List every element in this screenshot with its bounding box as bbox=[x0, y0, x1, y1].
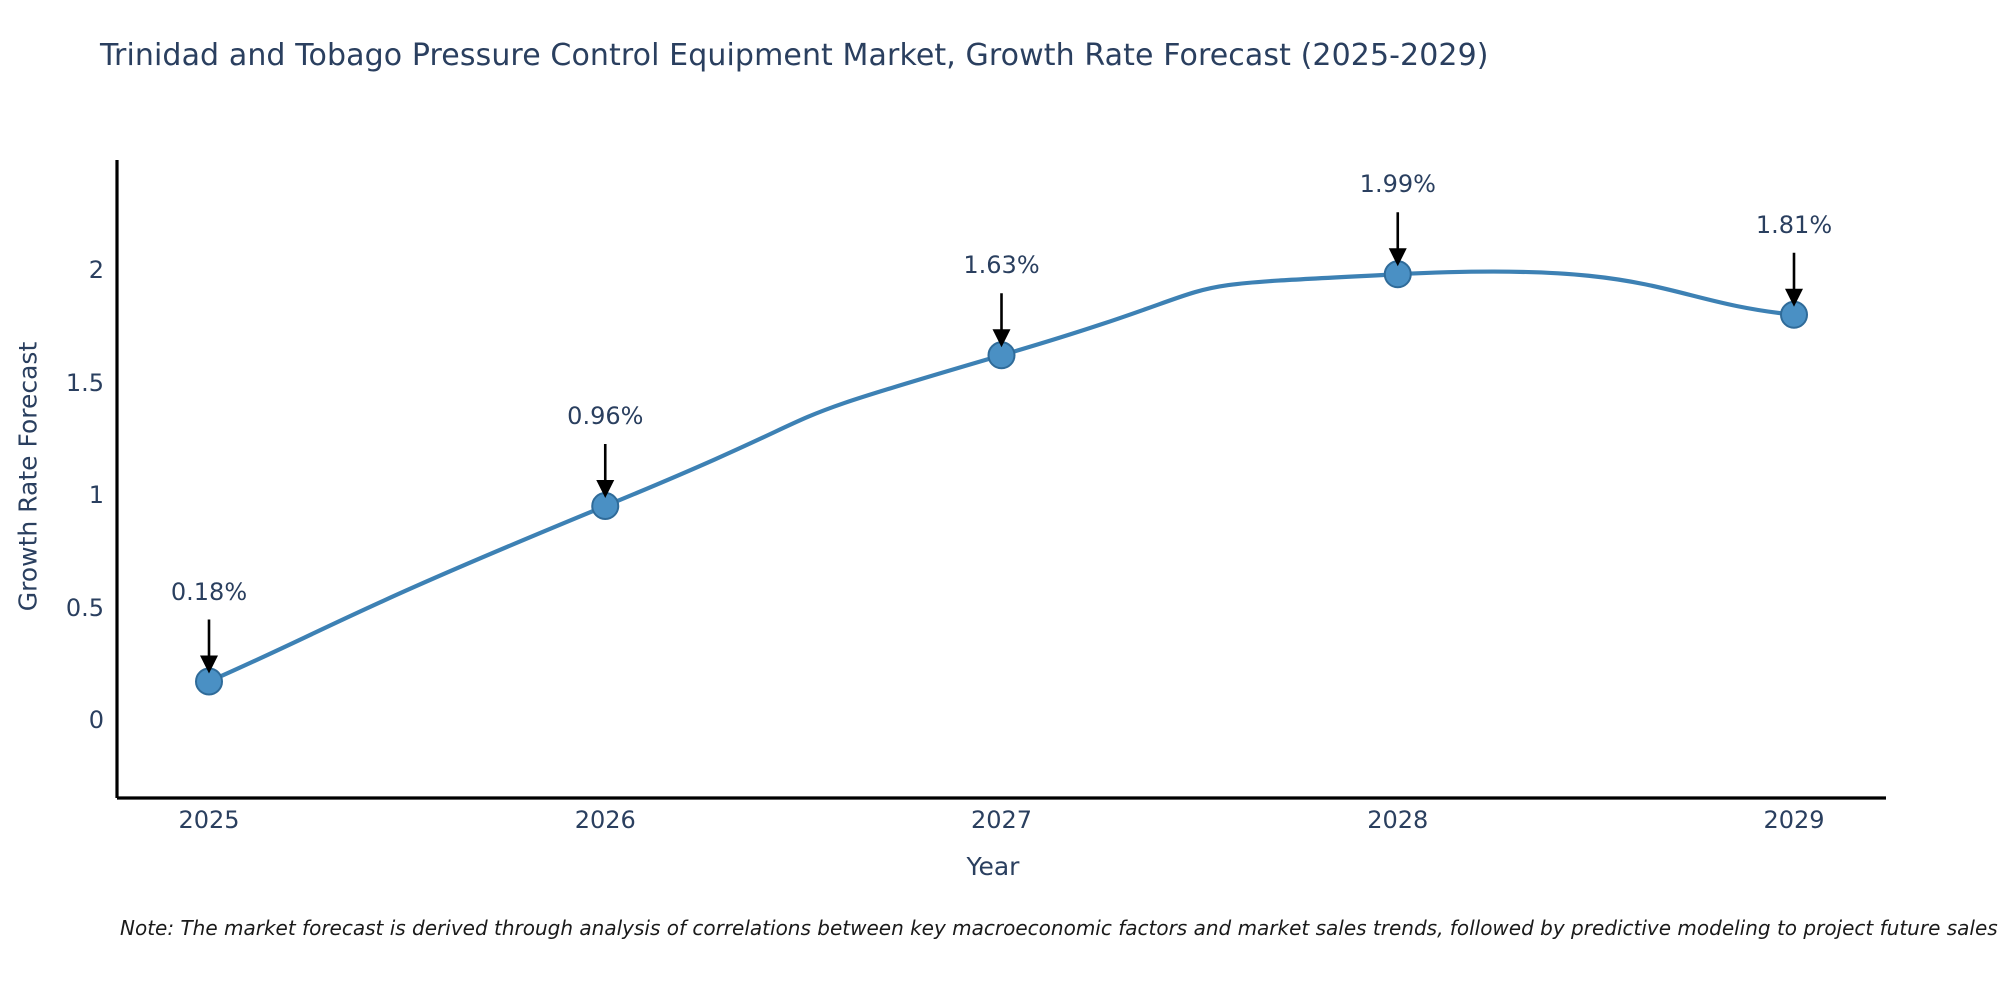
x-tick-label: 2026 bbox=[574, 806, 636, 834]
x-tick-label: 2029 bbox=[1763, 806, 1825, 834]
annotation-arrow-head bbox=[1785, 288, 1803, 307]
y-tick-label: 1.5 bbox=[65, 368, 104, 397]
data-point-label: 0.96% bbox=[567, 402, 644, 430]
data-point-label: 1.63% bbox=[963, 251, 1040, 280]
data-series-growth-rate bbox=[195, 260, 1808, 696]
chart-footnote: Note: The market forecast is derived thr… bbox=[120, 916, 1998, 940]
y-tick-label: 2 bbox=[88, 256, 104, 284]
data-point-label: 1.99% bbox=[1359, 170, 1436, 199]
y-tick-label: 0.5 bbox=[65, 593, 104, 622]
x-tick-label: 2027 bbox=[970, 806, 1033, 834]
annotation-arrow-head bbox=[596, 480, 615, 498]
x-tick-label: 2028 bbox=[1367, 806, 1429, 834]
axis-spines bbox=[115, 160, 1886, 800]
x-axis-title-text: Year bbox=[966, 852, 1020, 881]
annotation-arrows bbox=[200, 212, 1803, 674]
annotation-arrow-head bbox=[992, 329, 1011, 348]
annotation-arrow-head bbox=[200, 655, 218, 674]
chart-title: Trinidad and Tobago Pressure Control Equ… bbox=[100, 38, 1489, 73]
y-tick-label: 1 bbox=[88, 481, 104, 509]
x-tick-label: 2025 bbox=[178, 806, 240, 834]
annotation-arrow-head bbox=[1388, 248, 1407, 267]
y-axis-ticks: 0 0.5 1 1.5 2 bbox=[42, 0, 104, 1000]
data-point-label: 0.18% bbox=[170, 577, 248, 606]
y-tick-label: 0 bbox=[88, 706, 104, 734]
x-axis-title: Year bbox=[0, 852, 2000, 881]
data-point-label: 1.81% bbox=[1755, 210, 1833, 239]
